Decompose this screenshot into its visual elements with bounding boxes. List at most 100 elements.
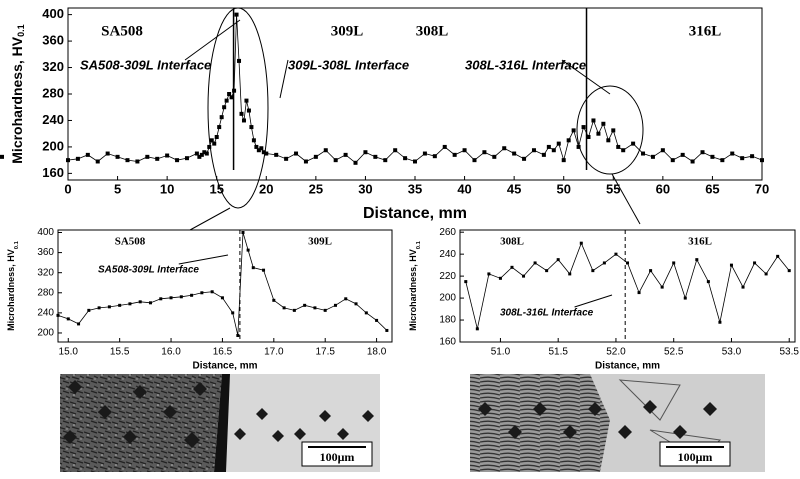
chart: 0 5 10 15 20 25 30 35 40 45 50 55 60 65 70 160 200 240 280…: [0, 6, 769, 222]
annotation-arrow: [184, 19, 241, 61]
annotation: SA508-309L Interface: [98, 265, 199, 276]
data-point: [254, 144, 259, 149]
y-tick-label: 200: [42, 138, 64, 153]
data-point: [649, 269, 653, 273]
data-point: [313, 154, 318, 159]
callouts: [189, 7, 644, 231]
x-axis-label: Distance, mm: [595, 361, 660, 372]
data-point: [219, 115, 224, 120]
data-point: [760, 158, 764, 163]
region-label: 316L: [688, 236, 712, 248]
data-point: [197, 154, 202, 159]
data-point: [249, 125, 254, 130]
x-tick-label: 52.5: [664, 347, 684, 358]
y-tick-label: 240: [439, 249, 456, 260]
data-point: [706, 280, 710, 284]
data-point: [650, 154, 655, 159]
x-tick-label: 51.0: [491, 347, 511, 358]
data-point: [107, 305, 111, 309]
x-tick-label: 0: [64, 181, 71, 196]
data-point: [292, 308, 296, 312]
data-point: [323, 308, 327, 312]
data-point: [220, 296, 224, 300]
data-point: [333, 158, 338, 163]
chart: 15.0 15.5 16.0 16.5 17.0 17.5 18.0 200 240 280 320…: [6, 227, 393, 372]
data-point: [231, 311, 235, 315]
y-tick-label: 320: [37, 267, 54, 278]
data-point: [482, 150, 487, 155]
data-point: [212, 141, 217, 146]
y-tick-label: 260: [439, 227, 456, 238]
data-point: [602, 261, 606, 265]
y-axis-label-sub: 0.1: [16, 24, 26, 37]
x-tick-label: 17.0: [264, 347, 284, 358]
data-point: [522, 274, 526, 278]
data-point: [566, 138, 571, 143]
data-point: [586, 135, 591, 139]
y-axis-label-main: Microhardness, HV: [408, 249, 418, 331]
data-point: [199, 152, 204, 157]
data-point: [556, 258, 560, 262]
data-point: [354, 302, 358, 306]
data-point: [373, 154, 378, 159]
annotation: SA508-309L Interface: [80, 57, 211, 72]
x-tick-label: 45: [507, 181, 521, 196]
region-label: 316L: [689, 23, 722, 39]
data-point: [344, 297, 348, 301]
data-point: [660, 148, 665, 153]
data-point: [232, 88, 237, 93]
data-point: [730, 151, 735, 156]
data-point: [690, 159, 695, 164]
data-point: [383, 158, 388, 163]
y-tick-label: 280: [42, 85, 64, 100]
x-tick-label: 40: [457, 181, 471, 196]
y-tick-label: 200: [37, 328, 54, 339]
data-point: [475, 327, 479, 331]
data-point: [261, 150, 266, 155]
region-label: SA508: [101, 23, 143, 39]
data-point: [710, 154, 715, 159]
data-point: [229, 95, 234, 100]
data-point: [631, 141, 636, 146]
data-point: [256, 148, 261, 153]
data-point: [591, 269, 595, 273]
data-point: [259, 146, 264, 151]
data-point: [541, 152, 546, 157]
data-point: [432, 154, 437, 159]
region-label: SA508: [115, 236, 146, 248]
data-point: [241, 118, 246, 123]
data-point: [77, 322, 81, 326]
data-point: [581, 125, 586, 130]
x-axis-label: Distance, mm: [363, 205, 467, 222]
data-point: [614, 252, 618, 256]
data-point: [159, 297, 163, 301]
y-axis-label: Microhardness, HV0.1: [408, 240, 421, 330]
data-point: [718, 320, 722, 324]
data-point: [169, 296, 173, 300]
data-point: [115, 154, 120, 159]
data-point: [672, 261, 676, 265]
data-point: [680, 152, 685, 157]
data-point: [571, 128, 576, 133]
data-point: [85, 152, 90, 157]
x-tick-label: 5: [114, 181, 121, 196]
data-point: [621, 148, 626, 153]
data-point: [512, 151, 517, 156]
data-point: [545, 269, 549, 273]
data-point: [262, 268, 266, 272]
data-point: [210, 290, 214, 294]
y-axis-label-sub: 0.1: [416, 240, 422, 249]
data-point: [546, 144, 551, 149]
data-point: [498, 276, 502, 280]
region-label: 308L: [500, 236, 524, 248]
data-point: [601, 121, 606, 126]
y-tick-label: 200: [439, 293, 456, 304]
scale-bar-label: 100μm: [678, 450, 713, 464]
data-point: [611, 128, 616, 133]
scale-bar-label: 100μm: [320, 450, 355, 464]
data-line: [57, 232, 388, 336]
annotation: 309L-308L Interface: [288, 57, 409, 72]
data-point: [776, 254, 780, 258]
data-point: [393, 148, 398, 153]
